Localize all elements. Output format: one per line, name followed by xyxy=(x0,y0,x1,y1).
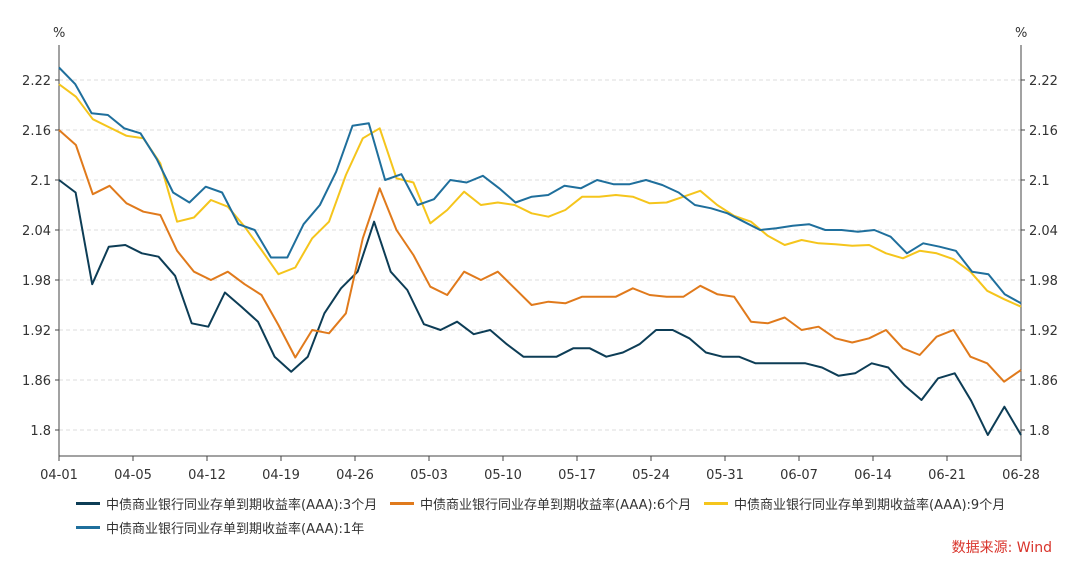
y-tick-label-left: 2.22 xyxy=(22,74,51,89)
y-tick-label-left: 1.86 xyxy=(22,374,51,389)
legend-swatch-1y xyxy=(76,526,100,529)
y-axis-unit-left: % xyxy=(53,26,65,41)
axes xyxy=(55,45,1025,461)
y-tick-label-right: 1.8 xyxy=(1029,424,1050,439)
y-tick-label-right: 2.16 xyxy=(1029,124,1058,139)
x-tick-label: 05-17 xyxy=(558,468,596,483)
legend-swatch-6m xyxy=(390,502,414,505)
y-tick-labels-right: 1.8 1.86 1.92 1.98 2.04 2.1 2.16 2.22 xyxy=(1029,74,1058,439)
legend-swatch-9m xyxy=(704,502,728,505)
y-tick-label-left: 1.8 xyxy=(30,424,51,439)
x-tick-label: 05-03 xyxy=(410,468,448,483)
x-tick-label: 05-31 xyxy=(706,468,744,483)
x-tick-label: 04-12 xyxy=(188,468,226,483)
y-tick-labels-left: 1.8 1.86 1.92 1.98 2.04 2.1 2.16 2.22 xyxy=(22,74,51,439)
legend-item-3m: 中债商业银行同业存单到期收益率(AAA):3个月 xyxy=(76,494,377,513)
y-tick-label-left: 2.16 xyxy=(22,124,51,139)
legend-swatch-3m xyxy=(76,502,100,505)
x-tick-label: 04-01 xyxy=(40,468,78,483)
grid-lines xyxy=(59,79,1021,431)
line-chart: % % 1.81.861.921.982.042.12.162.22 1.81.… xyxy=(22,26,1058,483)
y-tick-label-right: 1.98 xyxy=(1029,274,1058,289)
y-tick-label-right: 2.22 xyxy=(1029,74,1058,89)
y-axis-unit-right: % xyxy=(1015,26,1027,41)
y-tick-label-right: 1.92 xyxy=(1029,324,1058,339)
legend-label-1y: 中债商业银行同业存单到期收益率(AAA):1年 xyxy=(106,522,365,537)
series-line-1 xyxy=(58,129,1022,383)
series-line-2 xyxy=(58,83,1022,308)
x-tick-label: 05-10 xyxy=(484,468,522,483)
legend-item-6m: 中债商业银行同业存单到期收益率(AAA):6个月 xyxy=(390,494,691,513)
x-tick-label: 06-21 xyxy=(928,468,966,483)
legend-label-6m: 中债商业银行同业存单到期收益率(AAA):6个月 xyxy=(420,498,692,513)
x-tick-label: 05-24 xyxy=(632,468,670,483)
x-tick-label: 04-19 xyxy=(262,468,300,483)
series-line-3 xyxy=(58,66,1022,305)
legend-label-9m: 中债商业银行同业存单到期收益率(AAA):9个月 xyxy=(734,498,1006,513)
y-tick-label-left: 2.04 xyxy=(22,224,51,239)
x-tick-label: 06-07 xyxy=(780,468,818,483)
y-tick-label-left: 2.1 xyxy=(30,174,51,189)
x-tick-label: 04-05 xyxy=(114,468,152,483)
x-tick-label: 06-14 xyxy=(854,468,892,483)
series-lines xyxy=(58,66,1022,436)
y-tick-label-right: 2.1 xyxy=(1029,174,1050,189)
x-tick-labels: 04-01 04-05 04-12 04-19 04-26 05-03 05-10 05-17… xyxy=(40,468,1040,483)
series-line-0 xyxy=(58,179,1022,436)
y-tick-label-left: 1.98 xyxy=(22,274,51,289)
legend-label-3m: 中债商业银行同业存单到期收益率(AAA):3个月 xyxy=(106,498,378,513)
legend-item-9m: 中债商业银行同业存单到期收益率(AAA):9个月 xyxy=(704,494,1005,513)
y-tick-label-right: 2.04 xyxy=(1029,224,1058,239)
y-tick-label-left: 1.92 xyxy=(22,324,51,339)
y-tick-label-right: 1.86 xyxy=(1029,374,1058,389)
data-source-note: 数据来源: Wind xyxy=(951,540,1052,556)
x-tick-label: 06-28 xyxy=(1002,468,1040,483)
legend-item-1y: 中债商业银行同业存单到期收益率(AAA):1年 xyxy=(76,518,364,537)
x-tick-label: 04-26 xyxy=(336,468,374,483)
